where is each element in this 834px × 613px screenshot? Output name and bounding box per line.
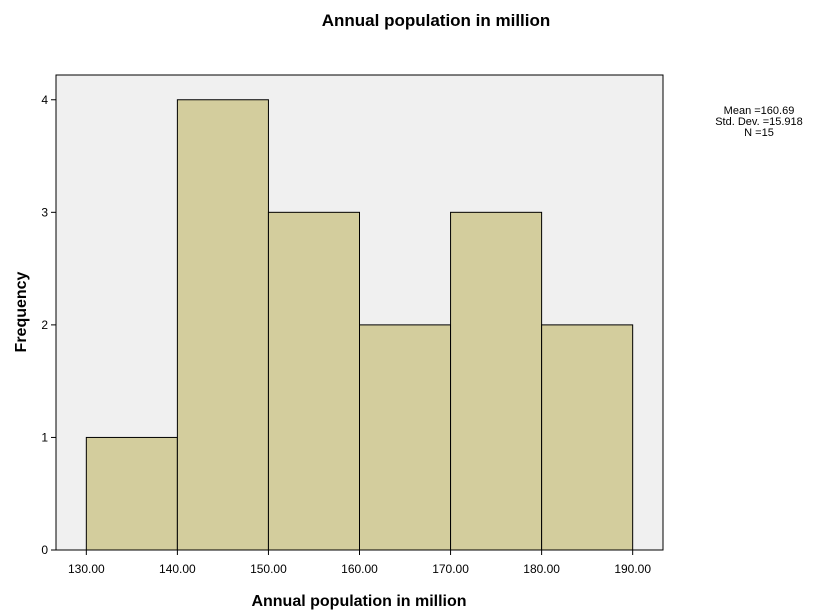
stat-line-2: N =15 xyxy=(744,127,774,139)
x-tick-label-3: 160.00 xyxy=(341,562,378,576)
x-axis-label: Annual population in million xyxy=(251,593,466,610)
x-tick-label-1: 140.00 xyxy=(159,562,196,576)
histogram-bars xyxy=(85,99,634,551)
x-tick-label-0: 130.00 xyxy=(68,562,105,576)
y-axis: 0 1 2 3 4 xyxy=(41,93,56,557)
x-tick-label-2: 150.00 xyxy=(250,562,287,576)
stat-line-1: Std. Dev. =15.918 xyxy=(715,116,803,128)
y-tick-label-1: 1 xyxy=(41,430,48,444)
chart-title: Annual population in million xyxy=(322,11,551,30)
y-tick-label-2: 2 xyxy=(41,318,48,332)
histogram-bar-3 xyxy=(359,324,452,551)
histogram-bar-2 xyxy=(267,211,360,551)
histogram-bar-0 xyxy=(85,436,178,551)
y-tick-label-0: 0 xyxy=(41,543,48,557)
x-tick-label-6: 190.00 xyxy=(614,562,651,576)
x-tick-label-5: 180.00 xyxy=(523,562,560,576)
histogram-bar-5 xyxy=(541,324,634,551)
histogram-bar-4 xyxy=(450,211,543,551)
histogram-bar-1 xyxy=(176,99,269,551)
x-tick-label-4: 170.00 xyxy=(432,562,469,576)
y-tick-label-3: 3 xyxy=(41,205,48,219)
y-tick-label-4: 4 xyxy=(41,93,48,107)
stat-line-0: Mean =160.69 xyxy=(724,105,795,117)
y-axis-label: Frequency xyxy=(13,271,30,352)
x-axis: 130.00 140.00 150.00 160.00 170.00 180.00 190.… xyxy=(68,550,651,576)
